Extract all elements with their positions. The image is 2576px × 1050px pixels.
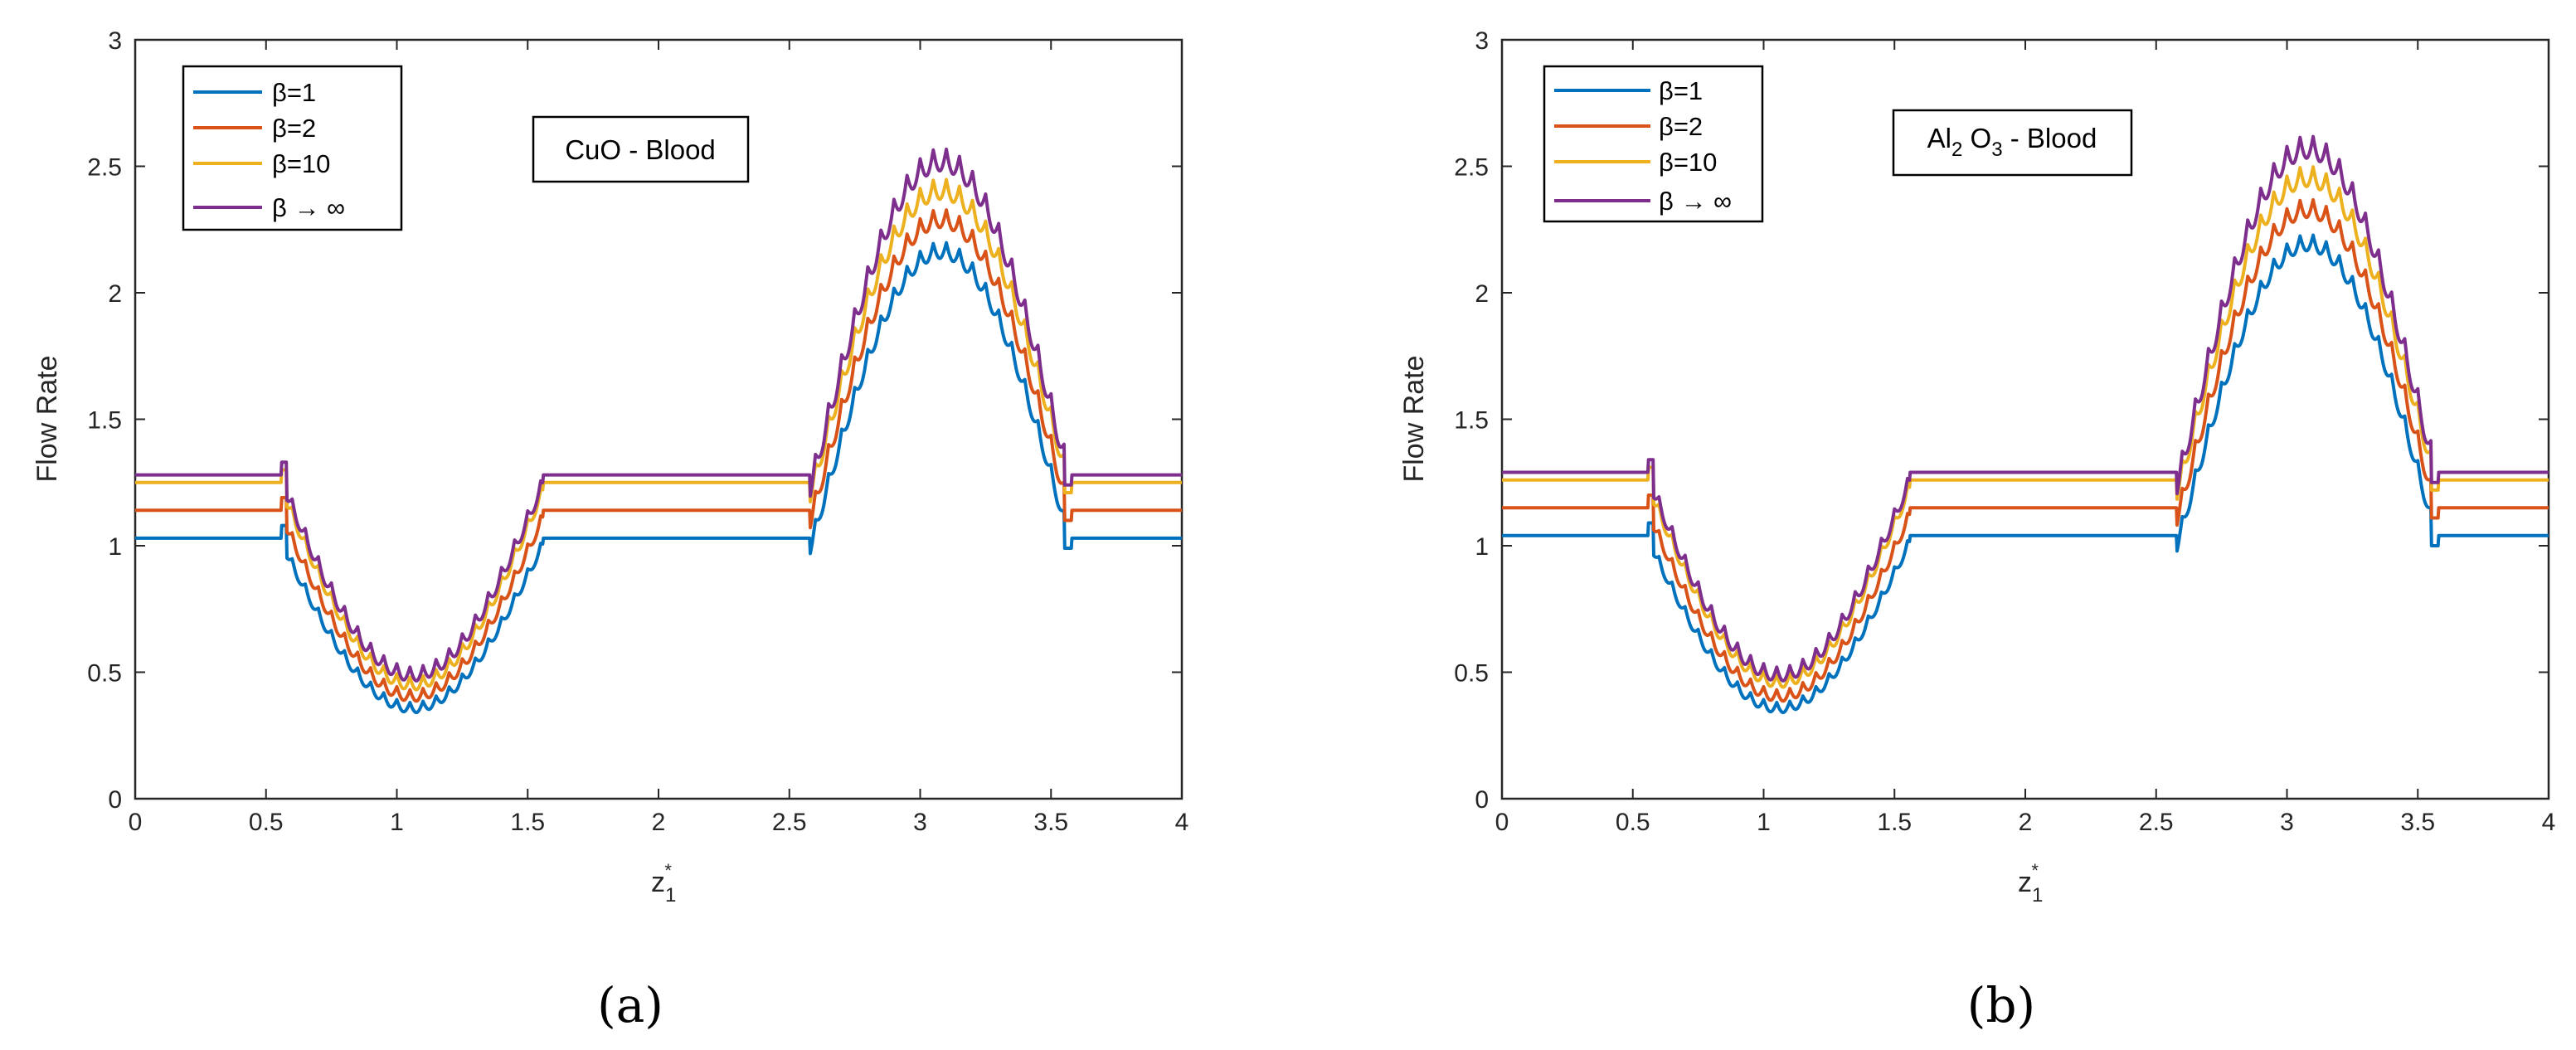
x-axis-label-b: z1* xyxy=(2018,860,2043,907)
legend-label-a-3: β → ∞ xyxy=(272,193,345,222)
legend-label-b-2: β=10 xyxy=(1659,148,1717,177)
axis-ticks-a: 0 0.5 1 1.5 2 2.5 3 3.5 4 0 0.5 1 1.5 2 2.5 3 xyxy=(87,27,1188,836)
y-tick-label-b-1: 0.5 xyxy=(1454,660,1489,688)
x-tick-label-b-2: 1 xyxy=(1757,809,1771,836)
panel-b: 0 0.5 1 1.5 2 2.5 3 3.5 4 0 0.5 1 1.5 2 2.5 3 Flow Rate… xyxy=(1398,27,2555,1033)
panel-a: 0 0.5 1 1.5 2 2.5 3 3.5 4 0 0.5 1 1.5 2 2.5 3 Flow Rate… xyxy=(32,27,1188,1033)
series-line-b-1 xyxy=(1500,197,2550,703)
x-tick-label-a-3: 1.5 xyxy=(510,809,545,836)
x-tick-label-a-4: 2 xyxy=(652,809,666,836)
x-tick-label-a-0: 0 xyxy=(129,809,143,836)
panel-caption-a: (a) xyxy=(597,977,663,1033)
series-lines-a xyxy=(134,147,1184,715)
y-tick-label-a-2: 1 xyxy=(108,533,122,561)
x-tick-label-b-5: 2.5 xyxy=(2139,809,2174,836)
y-tick-label-b-4: 2 xyxy=(1475,280,1489,308)
legend-a: β=1 β=2 β=10 β → ∞ xyxy=(182,65,403,231)
x-tick-label-a-2: 1 xyxy=(390,809,404,836)
y-tick-label-a-1: 0.5 xyxy=(87,660,122,688)
x-tick-label-a-5: 2.5 xyxy=(772,809,807,836)
legend-label-a-0: β=1 xyxy=(272,78,316,107)
annotation-text-b: Al2 O3 - Blood xyxy=(1927,123,2097,161)
annotation-box-b xyxy=(1892,109,2133,177)
annotation-b: Al2 O3 - Blood xyxy=(1892,109,2133,177)
y-tick-label-a-6: 3 xyxy=(108,27,122,55)
y-tick-label-a-3: 1.5 xyxy=(87,407,122,435)
series-line-a-3 xyxy=(134,147,1184,683)
series-line-b-2 xyxy=(1500,165,2550,689)
y-tick-label-b-5: 2.5 xyxy=(1454,154,1489,182)
series-line-a-0 xyxy=(134,241,1184,715)
series-line-b-0 xyxy=(1500,233,2550,715)
y-tick-label-b-6: 3 xyxy=(1475,27,1489,55)
legend-label-a-1: β=2 xyxy=(272,114,316,143)
x-tick-label-b-6: 3 xyxy=(2280,809,2294,836)
x-tick-label-a-8: 4 xyxy=(1175,809,1189,836)
legend-label-b-3: β → ∞ xyxy=(1659,187,1732,216)
y-tick-label-a-4: 2 xyxy=(108,280,122,308)
series-line-b-3 xyxy=(1500,134,2550,683)
y-tick-label-a-0: 0 xyxy=(108,786,122,814)
x-tick-label-a-7: 3.5 xyxy=(1033,809,1068,836)
series-line-a-1 xyxy=(134,208,1184,703)
y-tick-label-b-0: 0 xyxy=(1475,786,1489,814)
x-tick-label-b-8: 4 xyxy=(2542,809,2556,836)
axis-ticks-b: 0 0.5 1 1.5 2 2.5 3 3.5 4 0 0.5 1 1.5 2 2.5 3 xyxy=(1454,27,2555,836)
series-line-a-2 xyxy=(134,177,1184,692)
series-lines-b xyxy=(1500,134,2550,715)
y-axis-label-a: Flow Rate xyxy=(32,355,63,482)
x-tick-label-b-7: 3.5 xyxy=(2400,809,2435,836)
x-tick-label-b-0: 0 xyxy=(1495,809,1509,836)
legend-b: β=1 β=2 β=10 β → ∞ xyxy=(1543,65,1764,223)
legend-box-b xyxy=(1543,65,1764,223)
x-tick-label-b-4: 2 xyxy=(2019,809,2033,836)
x-tick-label-a-1: 0.5 xyxy=(249,809,284,836)
legend-label-b-1: β=2 xyxy=(1659,112,1703,141)
y-tick-label-b-3: 1.5 xyxy=(1454,407,1489,435)
legend-label-b-0: β=1 xyxy=(1659,76,1703,105)
panel-caption-b: (b) xyxy=(1967,977,2035,1033)
y-tick-label-b-2: 1 xyxy=(1475,533,1489,561)
legend-label-a-2: β=10 xyxy=(272,149,330,178)
y-axis-label-b: Flow Rate xyxy=(1398,355,1430,482)
annotation-text-a: CuO - Blood xyxy=(565,134,716,165)
x-tick-label-a-6: 3 xyxy=(913,809,927,836)
x-axis-label-a: z1* xyxy=(651,860,676,907)
annotation-a: CuO - Blood xyxy=(532,115,750,183)
x-tick-label-b-3: 1.5 xyxy=(1877,809,1912,836)
x-tick-label-b-1: 0.5 xyxy=(1616,809,1650,836)
y-tick-label-a-5: 2.5 xyxy=(87,154,122,182)
annotation-box-a xyxy=(532,115,750,183)
